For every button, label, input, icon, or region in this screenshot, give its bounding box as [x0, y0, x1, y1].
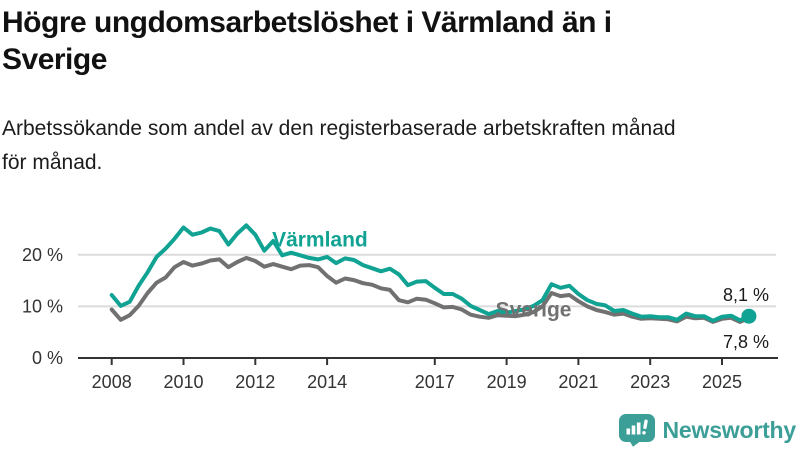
y-axis-label: 20 %: [22, 245, 63, 265]
page-title: Högre ungdomsarbetslöshet i Värmland än …: [2, 4, 762, 78]
x-axis-label: 2021: [558, 372, 598, 392]
y-axis-label: 10 %: [22, 296, 63, 316]
end-value-label-varmland: 8,1 %: [723, 285, 769, 305]
chart-subtitle: Arbetssökande som andel av den registerb…: [2, 112, 792, 180]
y-axis-label: 0 %: [32, 348, 63, 368]
series-line-varmland: [109, 223, 751, 323]
x-axis-label: 2019: [487, 372, 527, 392]
chart-subtitle-line-1: Arbetssökande som andel av den registerb…: [2, 117, 676, 140]
end-value-label-sverige: 7,8 %: [723, 332, 769, 352]
x-axis-label: 2008: [92, 372, 132, 392]
bar-chart-speech-bubble-icon: [618, 414, 655, 447]
series-label-varmland: Värmland: [272, 228, 368, 251]
end-dot-varmland: [741, 308, 757, 324]
newsworthy-logo: Newsworthy: [618, 413, 796, 447]
page-title-line-1: Högre ungdomsarbetslöshet i Värmland än …: [2, 6, 612, 39]
line-chart: 0 % 10 % 20 % 2008 2010 2012 2014 2017 2019 2021 2…: [22, 223, 778, 392]
x-axis-label: 2012: [235, 372, 275, 392]
x-axis-label: 2023: [630, 372, 670, 392]
x-axis-label: 2025: [702, 372, 742, 392]
x-axis-label: 2014: [307, 372, 347, 392]
brand-name: Newsworthy: [662, 416, 797, 443]
x-axis-label: 2017: [415, 372, 455, 392]
x-axis-label: 2010: [163, 372, 203, 392]
page-title-line-2: Sverige: [2, 43, 107, 76]
series-line-sverige: [109, 255, 751, 324]
series-label-sverige: Sverige: [496, 298, 572, 321]
chart-subtitle-line-2: för månad.: [2, 151, 103, 174]
